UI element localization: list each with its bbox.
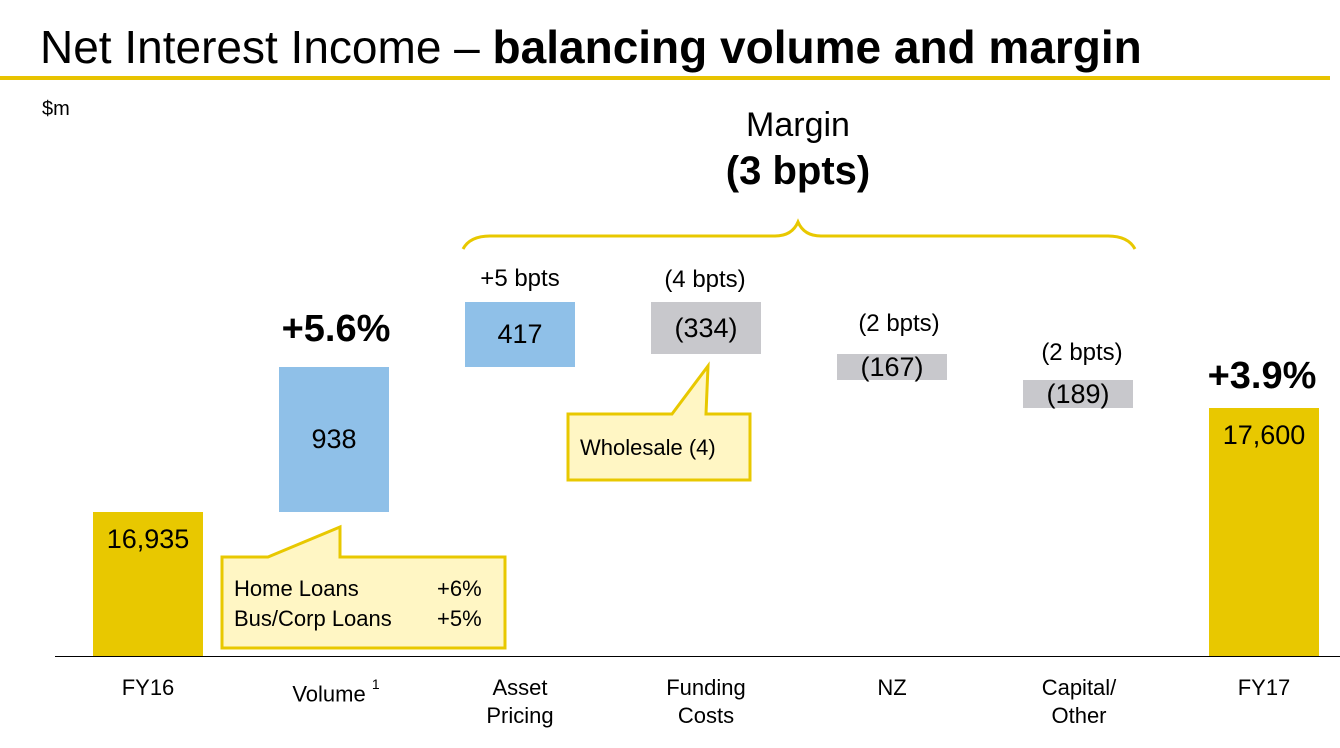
x-tick-capital-other: Capital/ Other bbox=[1041, 675, 1117, 728]
bus-corp-value: +5% bbox=[437, 606, 482, 631]
bar-value-funding-costs: (334) bbox=[674, 312, 738, 343]
bar-volume: 938 bbox=[279, 367, 389, 512]
bpts-label-capital-other: (2 bpts) bbox=[1041, 339, 1123, 366]
growth-label-volume: +5.6% bbox=[281, 308, 391, 350]
margin-label: Margin bbox=[746, 106, 850, 144]
margin-value: (3 bpts) bbox=[725, 149, 871, 193]
x-tick-nz: NZ bbox=[877, 675, 907, 700]
x-tick-fy17: FY17 bbox=[1237, 675, 1291, 700]
page-title: Net Interest Income – balancing volume a… bbox=[40, 20, 1142, 74]
bar-value-fy17: 17,600 bbox=[1222, 420, 1306, 450]
title-regular: Net Interest Income – bbox=[40, 21, 493, 73]
x-tick-fy16: FY16 bbox=[121, 675, 175, 700]
bar-value-fy16: 16,935 bbox=[106, 524, 190, 554]
x-axis-baseline bbox=[55, 656, 1340, 657]
x-tick-volume: Volume 1 bbox=[292, 674, 379, 708]
bpts-label-funding-costs: (4 bpts) bbox=[664, 266, 746, 293]
bar-value-nz: (167) bbox=[860, 351, 924, 382]
wholesale-callout-box bbox=[566, 361, 752, 482]
bpts-label-nz: (2 bpts) bbox=[858, 310, 940, 337]
margin-brace bbox=[461, 218, 1137, 250]
x-tick-funding-costs: Funding Costs bbox=[666, 675, 746, 728]
wholesale-callout-text: Wholesale (4) bbox=[580, 435, 716, 460]
volume-callout-box bbox=[220, 524, 507, 650]
bar-value-volume: 938 bbox=[311, 424, 357, 454]
bar-funding-costs: (334) bbox=[651, 302, 761, 354]
title-divider bbox=[0, 76, 1330, 80]
margin-header: Margin (3 bpts) bbox=[726, 104, 870, 196]
home-loans-value: +6% bbox=[437, 576, 482, 601]
bar-nz: (167) bbox=[837, 351, 947, 382]
bar-fy16: 16,935 bbox=[93, 512, 203, 656]
volume-footnote-marker: 1 bbox=[371, 676, 380, 692]
bus-corp-label: Bus/Corp Loans bbox=[234, 606, 392, 631]
bar-value-asset-pricing: 417 bbox=[497, 319, 543, 349]
bpts-label-asset-pricing: +5 bpts bbox=[480, 265, 560, 292]
bar-value-capital-other: (189) bbox=[1046, 378, 1110, 409]
x-tick-volume-text: Volume bbox=[292, 681, 366, 707]
x-tick-asset-pricing: Asset Pricing bbox=[486, 675, 554, 728]
growth-label-fy17: +3.9% bbox=[1207, 355, 1317, 397]
bar-fy17: 17,600 bbox=[1209, 408, 1319, 656]
bar-capital-other: (189) bbox=[1023, 378, 1133, 409]
bar-asset-pricing: 417 bbox=[465, 302, 575, 367]
title-bold: balancing volume and margin bbox=[492, 21, 1142, 73]
unit-label: $m bbox=[42, 98, 70, 120]
home-loans-label: Home Loans bbox=[234, 576, 359, 601]
